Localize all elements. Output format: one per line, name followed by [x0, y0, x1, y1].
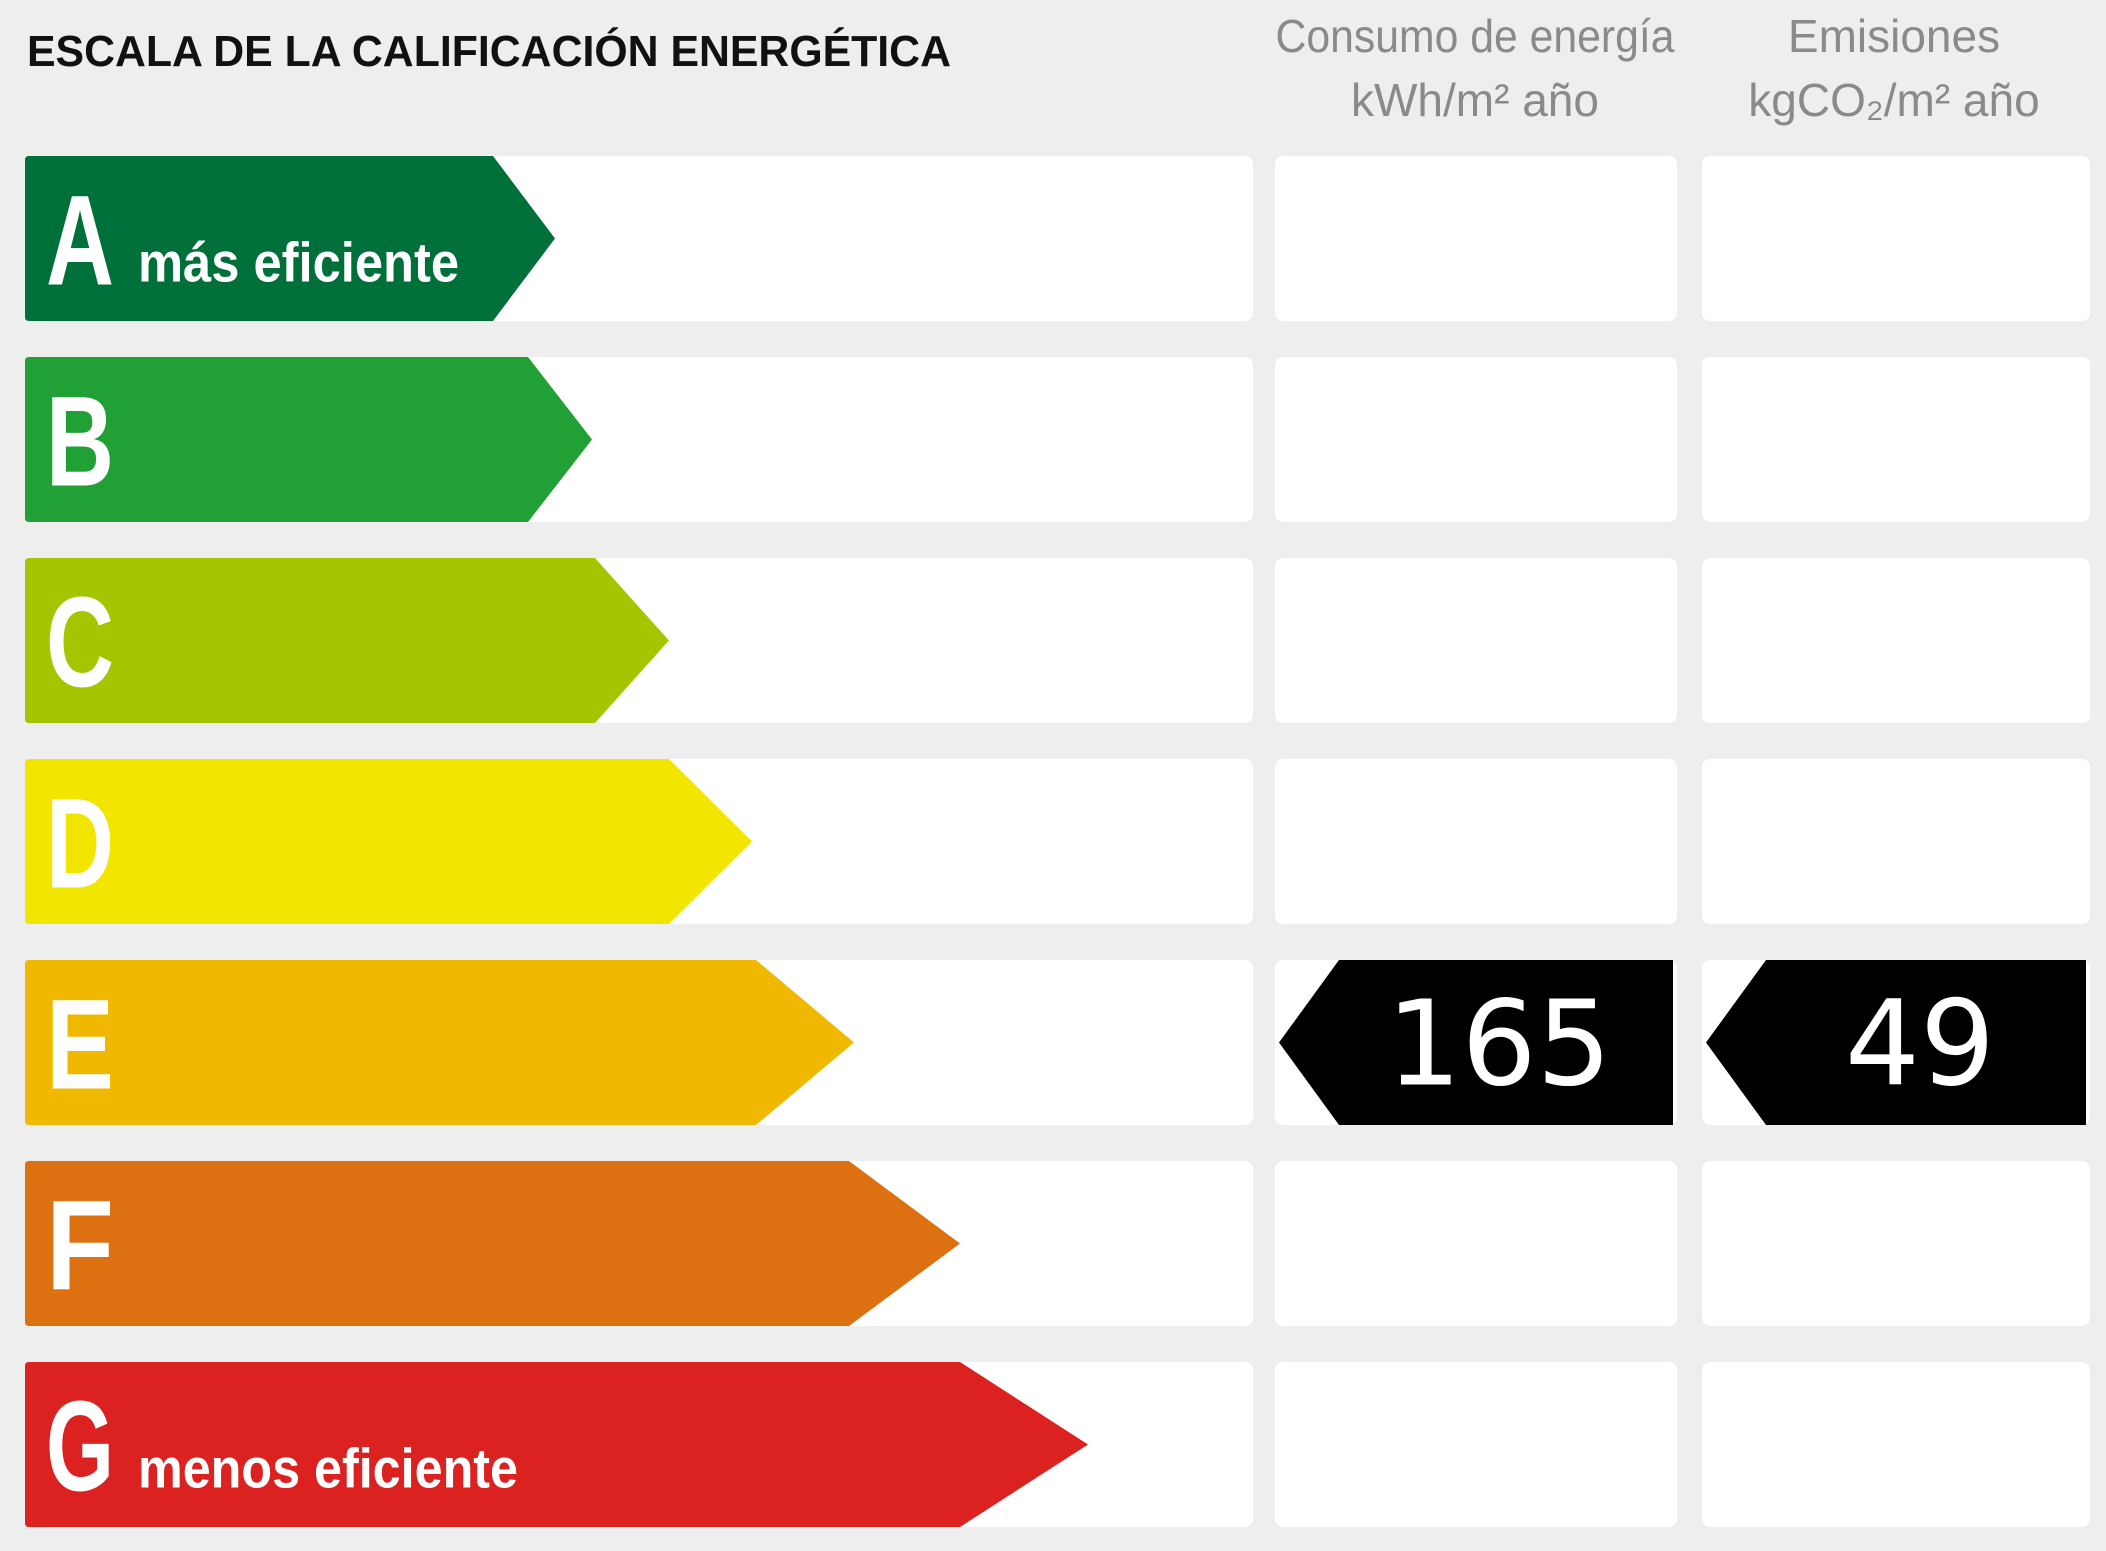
rating-arrow	[25, 759, 752, 924]
emissions-cell	[1702, 1362, 2090, 1527]
energy-cell	[1275, 558, 1677, 723]
emissions-cell	[1702, 357, 2090, 522]
energy-cell	[1275, 1362, 1677, 1527]
rating-letter: F	[46, 1175, 114, 1318]
rating-letter: G	[46, 1376, 114, 1519]
emissions-cell	[1702, 1161, 2090, 1326]
emissions-value: 49	[1845, 975, 1995, 1113]
energy-pointer	[1279, 960, 1673, 1125]
rating-arrow	[25, 156, 555, 321]
energy-cell	[1275, 156, 1677, 321]
emissions-cell	[1702, 759, 2090, 924]
rating-letter: D	[46, 773, 114, 916]
rating-arrow	[25, 1161, 960, 1326]
title: ESCALA DE LA CALIFICACIÓN ENERGÉTICA	[27, 26, 951, 76]
rating-arrow	[25, 558, 669, 723]
emissions-cell	[1702, 558, 2090, 723]
emissions-cell	[1702, 156, 2090, 321]
rating-arrow	[25, 357, 592, 522]
emissions-unit: kgCO₂/m² año	[1748, 74, 2039, 126]
rating-description: menos eficiente	[138, 1437, 518, 1500]
rating-description: más eficiente	[138, 231, 459, 294]
rating-arrow	[25, 1362, 1088, 1527]
rating-letter: A	[46, 170, 114, 313]
emissions-pointer	[1706, 960, 2086, 1125]
rating-letter: E	[46, 974, 114, 1117]
rating-letter: B	[46, 371, 114, 514]
emissions-header: Emisiones	[1788, 10, 2000, 62]
energy-cell	[1275, 1161, 1677, 1326]
energy-unit: kWh/m² año	[1351, 74, 1599, 126]
energy-header: Consumo de energía	[1276, 10, 1675, 62]
energy-cell	[1275, 357, 1677, 522]
energy-cell	[1275, 759, 1677, 924]
energy-value: 165	[1386, 975, 1611, 1113]
rating-letter: C	[46, 572, 114, 715]
rating-arrow	[25, 960, 854, 1125]
